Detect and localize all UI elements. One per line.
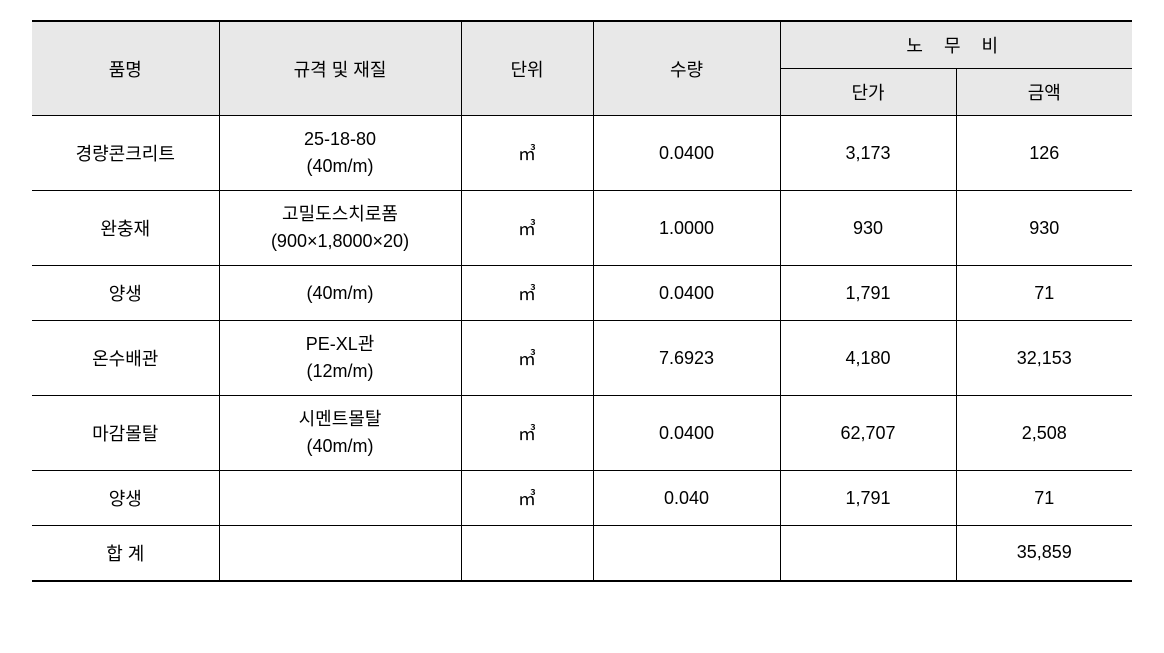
cell-unit-price: 1,791 xyxy=(780,471,956,526)
table-row: 마감몰탈 시멘트몰탈 (40m/m) ㎥ 0.0400 62,707 2,508 xyxy=(32,396,1132,471)
total-row: 합 계 35,859 xyxy=(32,526,1132,581)
total-empty xyxy=(219,526,461,581)
cell-name: 양생 xyxy=(32,266,219,321)
cell-qty: 0.0400 xyxy=(593,396,780,471)
cell-amount: 126 xyxy=(956,116,1132,191)
cell-unit: ㎥ xyxy=(461,116,593,191)
cell-qty: 0.0400 xyxy=(593,116,780,191)
cell-qty: 0.040 xyxy=(593,471,780,526)
cell-name: 경량콘크리트 xyxy=(32,116,219,191)
cell-amount: 930 xyxy=(956,191,1132,266)
total-label: 합 계 xyxy=(32,526,219,581)
cost-table-container: 품명 규격 및 재질 단위 수량 노 무 비 단가 금액 경량콘크리트 25-1… xyxy=(32,20,1132,582)
cell-spec: 25-18-80 (40m/m) xyxy=(219,116,461,191)
spec-line1: 25-18-80 xyxy=(304,129,376,149)
cell-unit: ㎥ xyxy=(461,191,593,266)
cell-unit: ㎥ xyxy=(461,396,593,471)
cell-spec: PE-XL관 (12m/m) xyxy=(219,321,461,396)
header-row-1: 품명 규격 및 재질 단위 수량 노 무 비 xyxy=(32,21,1132,69)
cell-amount: 71 xyxy=(956,266,1132,321)
table-row: 경량콘크리트 25-18-80 (40m/m) ㎥ 0.0400 3,173 1… xyxy=(32,116,1132,191)
cell-spec: 고밀도스치로폼 (900×1,8000×20) xyxy=(219,191,461,266)
cell-qty: 7.6923 xyxy=(593,321,780,396)
total-empty xyxy=(461,526,593,581)
header-unit-price: 단가 xyxy=(780,69,956,116)
cell-qty: 0.0400 xyxy=(593,266,780,321)
table-header: 품명 규격 및 재질 단위 수량 노 무 비 단가 금액 xyxy=(32,21,1132,116)
header-amount: 금액 xyxy=(956,69,1132,116)
cell-unit-price: 930 xyxy=(780,191,956,266)
cell-unit-price: 4,180 xyxy=(780,321,956,396)
spec-line1: 고밀도스치로폼 xyxy=(282,204,398,224)
total-empty xyxy=(593,526,780,581)
table-row: 온수배관 PE-XL관 (12m/m) ㎥ 7.6923 4,180 32,15… xyxy=(32,321,1132,396)
spec-line1: (40m/m) xyxy=(307,283,374,303)
cell-spec: (40m/m) xyxy=(219,266,461,321)
spec-line2: (40m/m) xyxy=(307,436,374,456)
cell-amount: 32,153 xyxy=(956,321,1132,396)
cell-unit: ㎥ xyxy=(461,266,593,321)
total-empty xyxy=(780,526,956,581)
header-spec: 규격 및 재질 xyxy=(219,21,461,116)
cell-unit-price: 1,791 xyxy=(780,266,956,321)
cell-name: 양생 xyxy=(32,471,219,526)
spec-line1: 시멘트몰탈 xyxy=(299,409,382,429)
cell-spec xyxy=(219,471,461,526)
table-row: 양생 (40m/m) ㎥ 0.0400 1,791 71 xyxy=(32,266,1132,321)
cost-table: 품명 규격 및 재질 단위 수량 노 무 비 단가 금액 경량콘크리트 25-1… xyxy=(32,20,1132,582)
cell-spec: 시멘트몰탈 (40m/m) xyxy=(219,396,461,471)
spec-line1: PE-XL관 xyxy=(306,334,375,354)
table-body: 경량콘크리트 25-18-80 (40m/m) ㎥ 0.0400 3,173 1… xyxy=(32,116,1132,581)
spec-line2: (12m/m) xyxy=(307,361,374,381)
header-labor: 노 무 비 xyxy=(780,21,1132,69)
cell-amount: 2,508 xyxy=(956,396,1132,471)
header-unit: 단위 xyxy=(461,21,593,116)
cell-unit-price: 62,707 xyxy=(780,396,956,471)
table-row: 완충재 고밀도스치로폼 (900×1,8000×20) ㎥ 1.0000 930… xyxy=(32,191,1132,266)
cell-name: 마감몰탈 xyxy=(32,396,219,471)
cell-unit-price: 3,173 xyxy=(780,116,956,191)
cell-unit: ㎥ xyxy=(461,321,593,396)
cell-amount: 71 xyxy=(956,471,1132,526)
cell-name: 완충재 xyxy=(32,191,219,266)
cell-qty: 1.0000 xyxy=(593,191,780,266)
spec-line2: (40m/m) xyxy=(307,156,374,176)
table-row: 양생 ㎥ 0.040 1,791 71 xyxy=(32,471,1132,526)
total-amount: 35,859 xyxy=(956,526,1132,581)
cell-name: 온수배관 xyxy=(32,321,219,396)
header-qty: 수량 xyxy=(593,21,780,116)
spec-line2: (900×1,8000×20) xyxy=(271,231,409,251)
header-name: 품명 xyxy=(32,21,219,116)
cell-unit: ㎥ xyxy=(461,471,593,526)
